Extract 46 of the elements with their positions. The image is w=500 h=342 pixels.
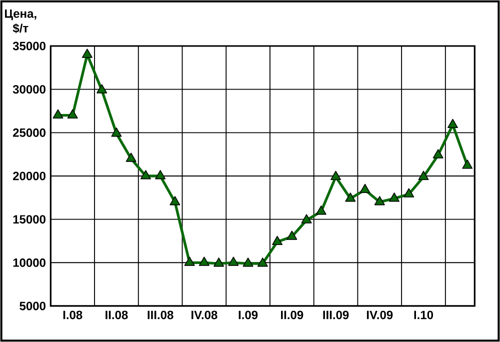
point (432, 149, 444, 158)
y-tick-label: 25000 (13, 128, 46, 137)
point (374, 196, 385, 206)
point (257, 258, 268, 267)
y-tick-label: 20000 (13, 172, 46, 180)
point (404, 188, 414, 198)
y-tick-label: 35000 (12, 42, 46, 50)
x-tick-label: IV.09 (366, 310, 393, 320)
point (316, 206, 326, 215)
y-tick-label: 10000 (13, 258, 46, 267)
point (82, 48, 92, 58)
point (52, 109, 64, 119)
point (170, 196, 180, 206)
point (286, 230, 298, 240)
point (67, 109, 78, 119)
point (462, 160, 473, 169)
point (198, 256, 210, 266)
point (140, 170, 151, 180)
point (242, 258, 254, 267)
x-tick-label: I.09 (238, 310, 258, 320)
point (388, 192, 400, 202)
point (330, 170, 342, 180)
point (96, 84, 108, 94)
y-tick-label: 15000 (13, 215, 46, 224)
point (360, 184, 370, 194)
point (345, 192, 356, 202)
y-tick-label: 30000 (12, 85, 46, 94)
x-tick-label: I.10 (414, 310, 434, 320)
point (418, 170, 429, 180)
x-tick-label: I.08 (63, 310, 82, 320)
x-tick-label: III.08 (148, 310, 174, 320)
point (214, 258, 224, 267)
point (184, 256, 195, 266)
x-tick-label: IV.08 (192, 310, 218, 320)
point (301, 214, 312, 224)
point (126, 152, 136, 162)
point (272, 236, 283, 246)
y-axis-title: Цена, $/т (5, 9, 36, 34)
point (155, 170, 166, 180)
point (111, 128, 122, 137)
x-tick-label: II.08 (106, 310, 128, 320)
point (228, 256, 239, 266)
y-tick-label: 5000 (20, 302, 46, 310)
x-tick-label: III.09 (323, 310, 349, 320)
x-tick-label: II.09 (281, 310, 304, 320)
point (447, 118, 458, 128)
